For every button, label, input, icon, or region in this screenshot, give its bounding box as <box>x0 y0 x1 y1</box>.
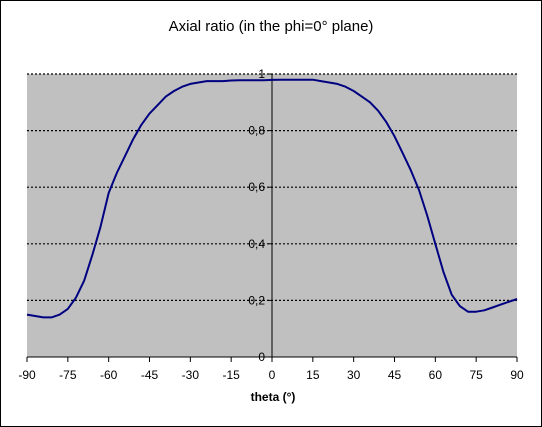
x-tick-label: 75 <box>469 368 483 382</box>
y-tick-label: 0,6 <box>248 180 265 194</box>
y-tick-label: 0,4 <box>248 237 265 251</box>
tick-layer: -90 -75 -60 -45 -30 -15 0 15 30 45 60 75 90 0 0,2 0,4 0,… <box>18 67 524 382</box>
x-tick-label: -60 <box>100 368 118 382</box>
chart-title: Axial ratio (in the phi=0° plane) <box>168 18 374 35</box>
x-tick-label: -75 <box>59 368 77 382</box>
x-tick-label: 60 <box>429 368 443 382</box>
y-tick-label: 1 <box>258 67 265 81</box>
x-tick-label: -15 <box>222 368 240 382</box>
y-tick-label: 0,2 <box>248 293 265 307</box>
x-tick-label: -45 <box>141 368 159 382</box>
x-tick-label: 90 <box>510 368 524 382</box>
y-tick-label: 0 <box>258 350 265 364</box>
x-tick-label: -30 <box>182 368 200 382</box>
series-line <box>26 78 518 319</box>
x-axis-label: theta (°) <box>250 390 296 404</box>
series-layer <box>26 78 518 319</box>
x-tick-label: 15 <box>306 368 320 382</box>
x-tick-label: 45 <box>388 368 402 382</box>
x-tick-label: 0 <box>269 368 276 382</box>
y-tick-label: 0,8 <box>248 124 265 138</box>
x-tick-label: -90 <box>18 368 36 382</box>
x-tick-label: 30 <box>347 368 361 382</box>
